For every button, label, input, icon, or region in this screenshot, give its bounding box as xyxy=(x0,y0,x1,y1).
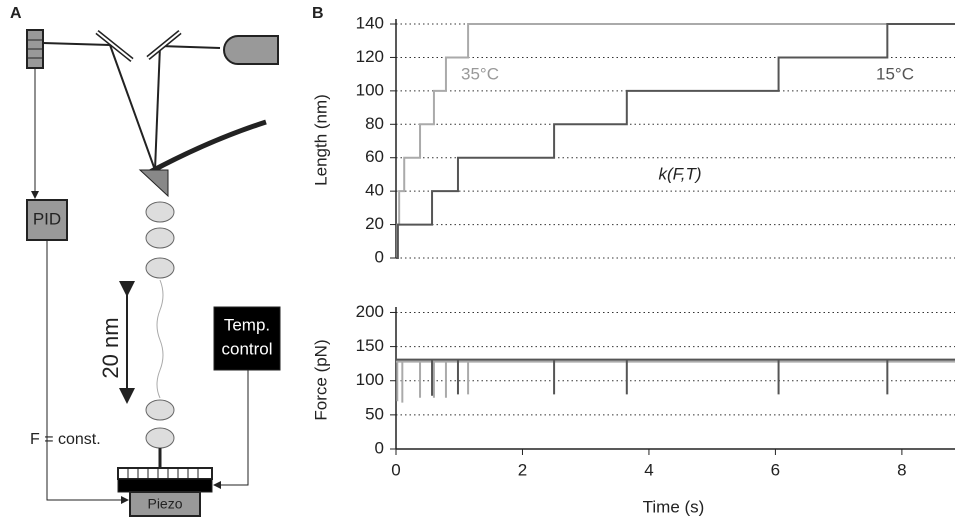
temp-label: control xyxy=(221,339,272,358)
x-tick-label: 4 xyxy=(644,460,653,479)
y-tick-label: 140 xyxy=(356,13,384,32)
data-line xyxy=(396,23,955,259)
data-line xyxy=(396,358,955,396)
panel-label: A xyxy=(10,5,22,22)
x-axis-title: Time (s) xyxy=(643,497,705,516)
data-line xyxy=(396,360,955,403)
diagram xyxy=(26,29,281,517)
annotation: 35°C xyxy=(461,64,499,83)
y-tick-label: 0 xyxy=(375,438,384,457)
y-tick-label: 200 xyxy=(356,302,384,321)
y-tick-label: 80 xyxy=(365,114,384,133)
y-tick-label: 20 xyxy=(365,214,384,233)
temp-label: Temp. xyxy=(224,315,270,334)
y-axis-title: Force (pN) xyxy=(311,339,330,420)
y-tick-label: 150 xyxy=(356,336,384,355)
piezo-label: Piezo xyxy=(147,496,182,512)
pid-label: PID xyxy=(33,209,61,228)
y-tick-label: 0 xyxy=(375,247,384,266)
y-tick-label: 50 xyxy=(365,404,384,423)
x-tick-label: 6 xyxy=(771,460,780,479)
y-tick-label: 100 xyxy=(356,370,384,389)
x-tick-label: 8 xyxy=(897,460,906,479)
annotation: 15°C xyxy=(876,64,914,83)
x-tick-label: 2 xyxy=(518,460,527,479)
y-tick-label: 100 xyxy=(356,80,384,99)
y-tick-label: 40 xyxy=(365,181,384,200)
force-label: F = const. xyxy=(30,431,101,448)
x-tick-label: 0 xyxy=(391,460,400,479)
annotation: k(F,T) xyxy=(658,164,701,183)
data-line xyxy=(396,23,955,259)
y-tick-label: 60 xyxy=(365,147,384,166)
y-axis-title: Length (nm) xyxy=(311,94,330,186)
scale-label: 20 nm xyxy=(98,317,123,378)
y-tick-label: 120 xyxy=(356,47,384,66)
panel-label: B xyxy=(312,5,324,22)
